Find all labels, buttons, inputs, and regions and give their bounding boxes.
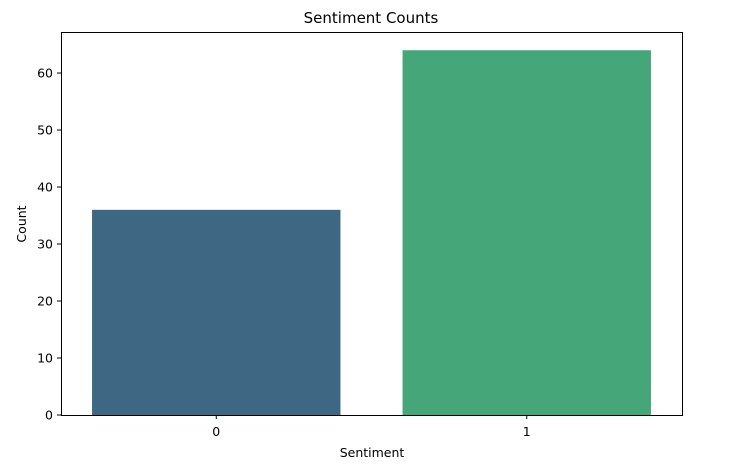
y-tick-label: 30 (37, 237, 53, 252)
chart-title: Sentiment Counts (304, 9, 439, 27)
y-tick-label: 20 (37, 294, 53, 309)
x-tick-label: 0 (212, 424, 220, 439)
y-axis: 0 10 20 30 40 50 60 (37, 66, 61, 423)
y-tick-label: 0 (45, 408, 53, 423)
y-tick-label: 40 (37, 180, 53, 195)
y-tick-label: 60 (37, 66, 53, 81)
x-axis-label: Sentiment (340, 445, 405, 460)
x-tick-label: 1 (523, 424, 531, 439)
bar-0 (92, 209, 341, 415)
bars-group (92, 50, 651, 415)
plot-frame (61, 32, 683, 416)
y-axis-label: Count (14, 205, 29, 242)
y-tick-label: 50 (37, 123, 53, 138)
bar-1 (402, 50, 651, 415)
y-tick-label: 10 (37, 351, 53, 366)
